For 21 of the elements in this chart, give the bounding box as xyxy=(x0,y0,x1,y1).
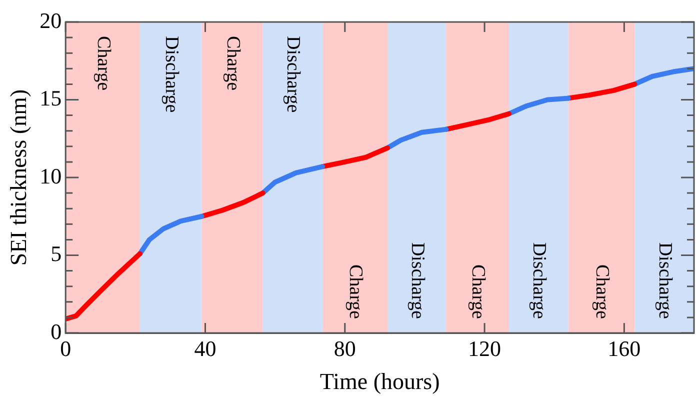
y-axis-title: SEI thickness (nm) xyxy=(6,89,31,266)
x-tick-label: 80 xyxy=(334,336,356,361)
band-label: Discharge xyxy=(654,242,676,319)
band-label: Charge xyxy=(92,36,114,91)
band-label: Charge xyxy=(345,264,366,319)
band-label: Discharge xyxy=(282,36,304,113)
x-tick-label: 40 xyxy=(194,336,216,361)
x-tick-label: 160 xyxy=(608,336,641,361)
band-label: Charge xyxy=(592,264,612,319)
band-label: Discharge xyxy=(406,242,428,319)
y-tick-label: 5 xyxy=(50,241,62,266)
y-tick-label: 20 xyxy=(40,8,62,33)
x-axis-title: Time (hours) xyxy=(320,369,440,394)
y-tick-label: 15 xyxy=(40,86,62,111)
band-label: Charge xyxy=(222,36,244,91)
y-tick-label: 0 xyxy=(50,318,62,344)
band-label: Discharge xyxy=(160,36,182,113)
band-label: Discharge xyxy=(528,242,550,319)
y-tick-label: 10 xyxy=(40,163,62,188)
band-label: Charge xyxy=(468,264,489,319)
x-tick-label: 120 xyxy=(468,336,502,361)
